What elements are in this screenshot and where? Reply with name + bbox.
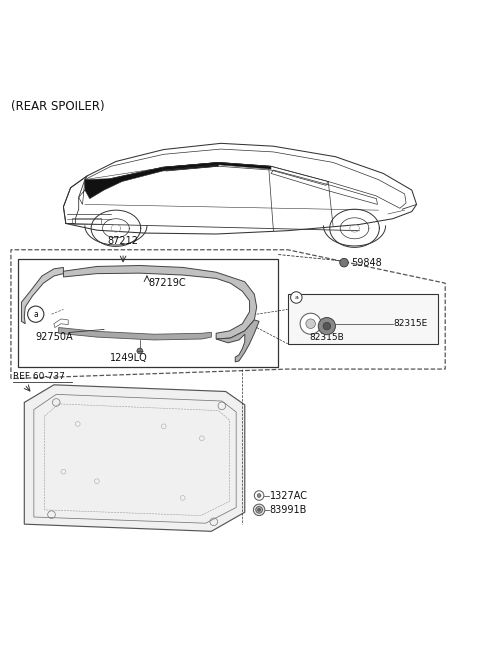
Circle shape xyxy=(340,258,348,267)
Text: 87212: 87212 xyxy=(108,237,139,246)
Circle shape xyxy=(258,509,261,511)
Text: 87219C: 87219C xyxy=(148,279,186,288)
Text: 83991B: 83991B xyxy=(270,505,307,515)
Bar xyxy=(72,217,101,223)
Circle shape xyxy=(253,504,265,516)
Circle shape xyxy=(137,348,143,353)
Text: 59848: 59848 xyxy=(351,258,382,267)
Text: REF 60-737: REF 60-737 xyxy=(13,372,65,381)
Polygon shape xyxy=(163,162,271,170)
Circle shape xyxy=(28,306,44,323)
Text: 92750A: 92750A xyxy=(36,332,73,342)
Bar xyxy=(288,294,438,344)
Circle shape xyxy=(323,323,331,330)
Text: 82315E: 82315E xyxy=(394,319,428,328)
Polygon shape xyxy=(216,320,259,362)
Text: 1327AC: 1327AC xyxy=(270,491,308,501)
Text: (REAR SPOILER): (REAR SPOILER) xyxy=(11,101,105,114)
Circle shape xyxy=(318,317,336,334)
Circle shape xyxy=(254,491,264,500)
Text: 1249LQ: 1249LQ xyxy=(110,353,148,363)
Circle shape xyxy=(290,292,302,304)
Text: a: a xyxy=(294,295,298,300)
Polygon shape xyxy=(24,385,245,532)
Polygon shape xyxy=(63,265,257,339)
Polygon shape xyxy=(59,328,211,340)
Circle shape xyxy=(306,319,315,328)
Circle shape xyxy=(300,313,321,334)
Polygon shape xyxy=(22,267,63,324)
Text: a: a xyxy=(34,309,38,319)
Text: 82315B: 82315B xyxy=(310,333,344,342)
Polygon shape xyxy=(85,162,218,198)
Circle shape xyxy=(257,493,261,497)
Circle shape xyxy=(256,507,263,513)
Bar xyxy=(18,260,278,367)
